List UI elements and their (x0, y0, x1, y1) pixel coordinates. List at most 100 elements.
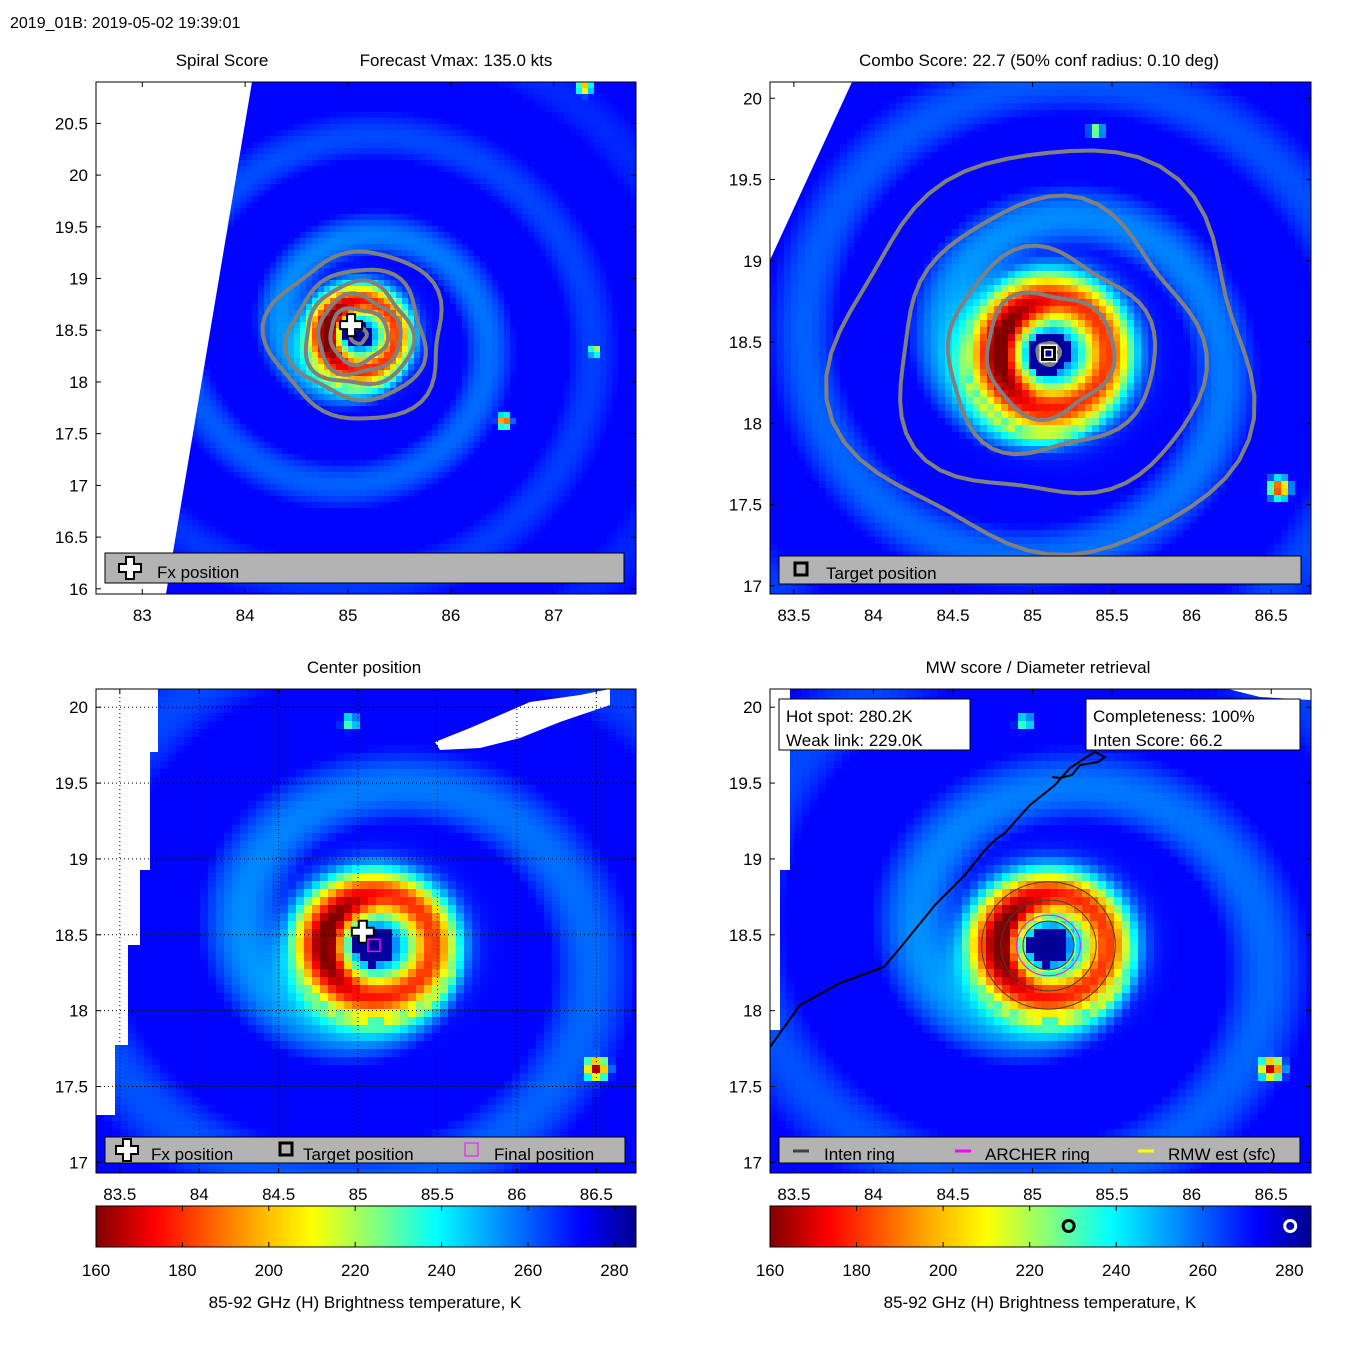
panel1-fx-marker (339, 313, 364, 338)
panel1-x-ticks: 83 84 85 86 87 (133, 82, 563, 625)
x-tick-label: 86.5 (1255, 1185, 1288, 1204)
x-tick-label: 83.5 (777, 606, 810, 625)
x-tick-label: 84 (864, 1185, 883, 1204)
panel3-y-ticks: 17 17.5 18 18.5 19 19.5 20 (55, 698, 636, 1172)
x-tick-label: 83.5 (777, 1185, 810, 1204)
panel-combo-score: Combo Score: 22.7 (50% conf radius: 0.10… (729, 51, 1312, 625)
colorbar-right: 160 180 200 220 240 260 280 85-92 GHz (H) Brig… (756, 1205, 1312, 1312)
panel2-contours (824, 148, 1257, 557)
panel4-legend: Inten ring ARCHER ring RMW est (sfc) (778, 1136, 1301, 1164)
x-tick-label: 86 (441, 606, 460, 625)
x-tick-label: 83.5 (103, 1185, 136, 1204)
panel-spiral-score: Spiral Score Forecast Vmax: 135.0 kts 83… (55, 51, 637, 625)
panel4-coastline (770, 750, 1107, 1048)
colorbar-tick-label: 280 (600, 1261, 628, 1280)
completeness-label: Completeness: 100% (1093, 707, 1255, 726)
y-tick-label: 17 (69, 1153, 88, 1172)
panel2-title: Combo Score: 22.7 (50% conf radius: 0.10… (859, 51, 1219, 70)
square-marker-icon (793, 561, 809, 577)
y-tick-label: 18.5 (55, 926, 88, 945)
colorbar-left-ticks: 160 180 200 220 240 260 280 (82, 1206, 629, 1280)
panel3-x-ticks: 83.5 84 84.5 85 85.5 86 86.5 (103, 689, 613, 1204)
y-tick-label: 20 (743, 89, 762, 108)
colorbar-tick-label: 220 (1015, 1261, 1043, 1280)
x-tick-label: 87 (544, 606, 563, 625)
panel3-title: Center position (307, 658, 421, 677)
panel3-legend-target: Target position (303, 1145, 414, 1164)
y-tick-label: 17 (743, 577, 762, 596)
x-tick-label: 84 (190, 1185, 209, 1204)
y-tick-label: 18.5 (729, 926, 762, 945)
contour-ring (898, 193, 1209, 496)
contour-ring (824, 148, 1257, 557)
x-tick-label: 85 (349, 1185, 368, 1204)
panel4-x-ticks: 83.5 84 84.5 85 85.5 86 86.5 (777, 689, 1288, 1204)
fx-cross-marker (350, 919, 375, 944)
panel3-frame (95, 688, 637, 1174)
colorbar-tick-label: 180 (842, 1261, 870, 1280)
panel3-legend: Fx position Target position Final positi… (104, 1136, 626, 1164)
panel2-y-ticks: 17 17.5 18 18.5 19 19.5 20 (729, 89, 1311, 596)
colorbar-tick-label: 280 (1275, 1261, 1303, 1280)
colorbar-left-label: 85-92 GHz (H) Brightness temperature, K (209, 1293, 522, 1312)
weak-link-label: Weak link: 229.0K (786, 731, 923, 750)
colorbar-tick-label: 200 (255, 1261, 283, 1280)
colorbar-right-gradient (769, 1205, 1312, 1248)
hot-spot-marker (1283, 1219, 1298, 1233)
panel2-x-ticks: 83.5 84 84.5 85 85.5 86 86.5 (777, 82, 1288, 625)
x-tick-label: 86.5 (580, 1185, 613, 1204)
x-tick-label: 86 (1182, 606, 1201, 625)
colorbar-tick-label: 180 (168, 1261, 196, 1280)
panel4-legend-inten: Inten ring (824, 1145, 895, 1164)
panel3-nodata-region (96, 689, 610, 1115)
panel2-target-marker (1039, 344, 1058, 363)
panel2-legend: Target position (778, 555, 1302, 585)
square-marker-icon (278, 1141, 294, 1157)
cross-icon (118, 556, 142, 580)
colorbar-tick-label: 260 (514, 1261, 542, 1280)
colorbar-tick-label: 240 (1102, 1261, 1130, 1280)
y-tick-label: 19 (69, 270, 88, 289)
diameter-ring (981, 881, 1116, 1010)
colorbar-right-markers (1061, 1219, 1298, 1233)
panel1-title-right: Forecast Vmax: 135.0 kts (360, 51, 553, 70)
y-tick-label: 18 (743, 414, 762, 433)
contour-ring (283, 267, 428, 403)
x-tick-label: 86.5 (1255, 606, 1288, 625)
colorbar-right-label: 85-92 GHz (H) Brightness temperature, K (884, 1293, 1197, 1312)
diameter-ring (1000, 899, 1097, 992)
panel1-nodata-region (96, 82, 252, 594)
contour-ring (303, 278, 417, 387)
figure-title: 2019_01B: 2019-05-02 19:39:01 (10, 15, 241, 32)
colorbar-tick-label: 160 (756, 1261, 784, 1280)
panel2-heatmap (770, 82, 1311, 594)
y-tick-label: 17 (743, 1153, 762, 1172)
colorbar-tick-label: 220 (341, 1261, 369, 1280)
panel1-legend: Fx position (104, 552, 625, 584)
panel1-title-left: Spiral Score (176, 51, 269, 70)
y-tick-label: 19.5 (729, 171, 762, 190)
y-tick-label: 19.5 (55, 218, 88, 237)
panel4-legend-rmw: RMW est (sfc) (1168, 1145, 1276, 1164)
panel4-nodata-region (770, 689, 1311, 1030)
colorbar-right-ticks: 160 180 200 220 240 260 280 (756, 1206, 1304, 1280)
contour-ring (1035, 340, 1063, 368)
panel4-rings (981, 881, 1116, 1010)
y-tick-label: 17.5 (729, 496, 762, 515)
panel4-y-ticks: 17 17.5 18 18.5 19 19.5 20 (729, 698, 1311, 1172)
x-tick-label: 83 (133, 606, 152, 625)
colorbar-tick-label: 260 (1189, 1261, 1217, 1280)
y-tick-label: 18.5 (55, 321, 88, 340)
y-tick-label: 18 (69, 373, 88, 392)
panel3-legend-fx: Fx position (151, 1145, 233, 1164)
x-tick-label: 84.5 (936, 606, 969, 625)
x-tick-label: 86 (1182, 1185, 1201, 1204)
panel2-legend-target: Target position (826, 564, 937, 583)
panel4-completeness-box: Completeness: 100% Inten Score: 66.2 (1085, 698, 1301, 751)
x-tick-label: 85 (1023, 1185, 1042, 1204)
final-position-marker (367, 938, 381, 953)
y-tick-label: 16 (69, 580, 88, 599)
inten-score-label: Inten Score: 66.2 (1093, 731, 1222, 750)
colorbar-left-gradient (95, 1205, 637, 1248)
panel4-hotspot-box: Hot spot: 280.2K Weak link: 229.0K (778, 698, 971, 751)
